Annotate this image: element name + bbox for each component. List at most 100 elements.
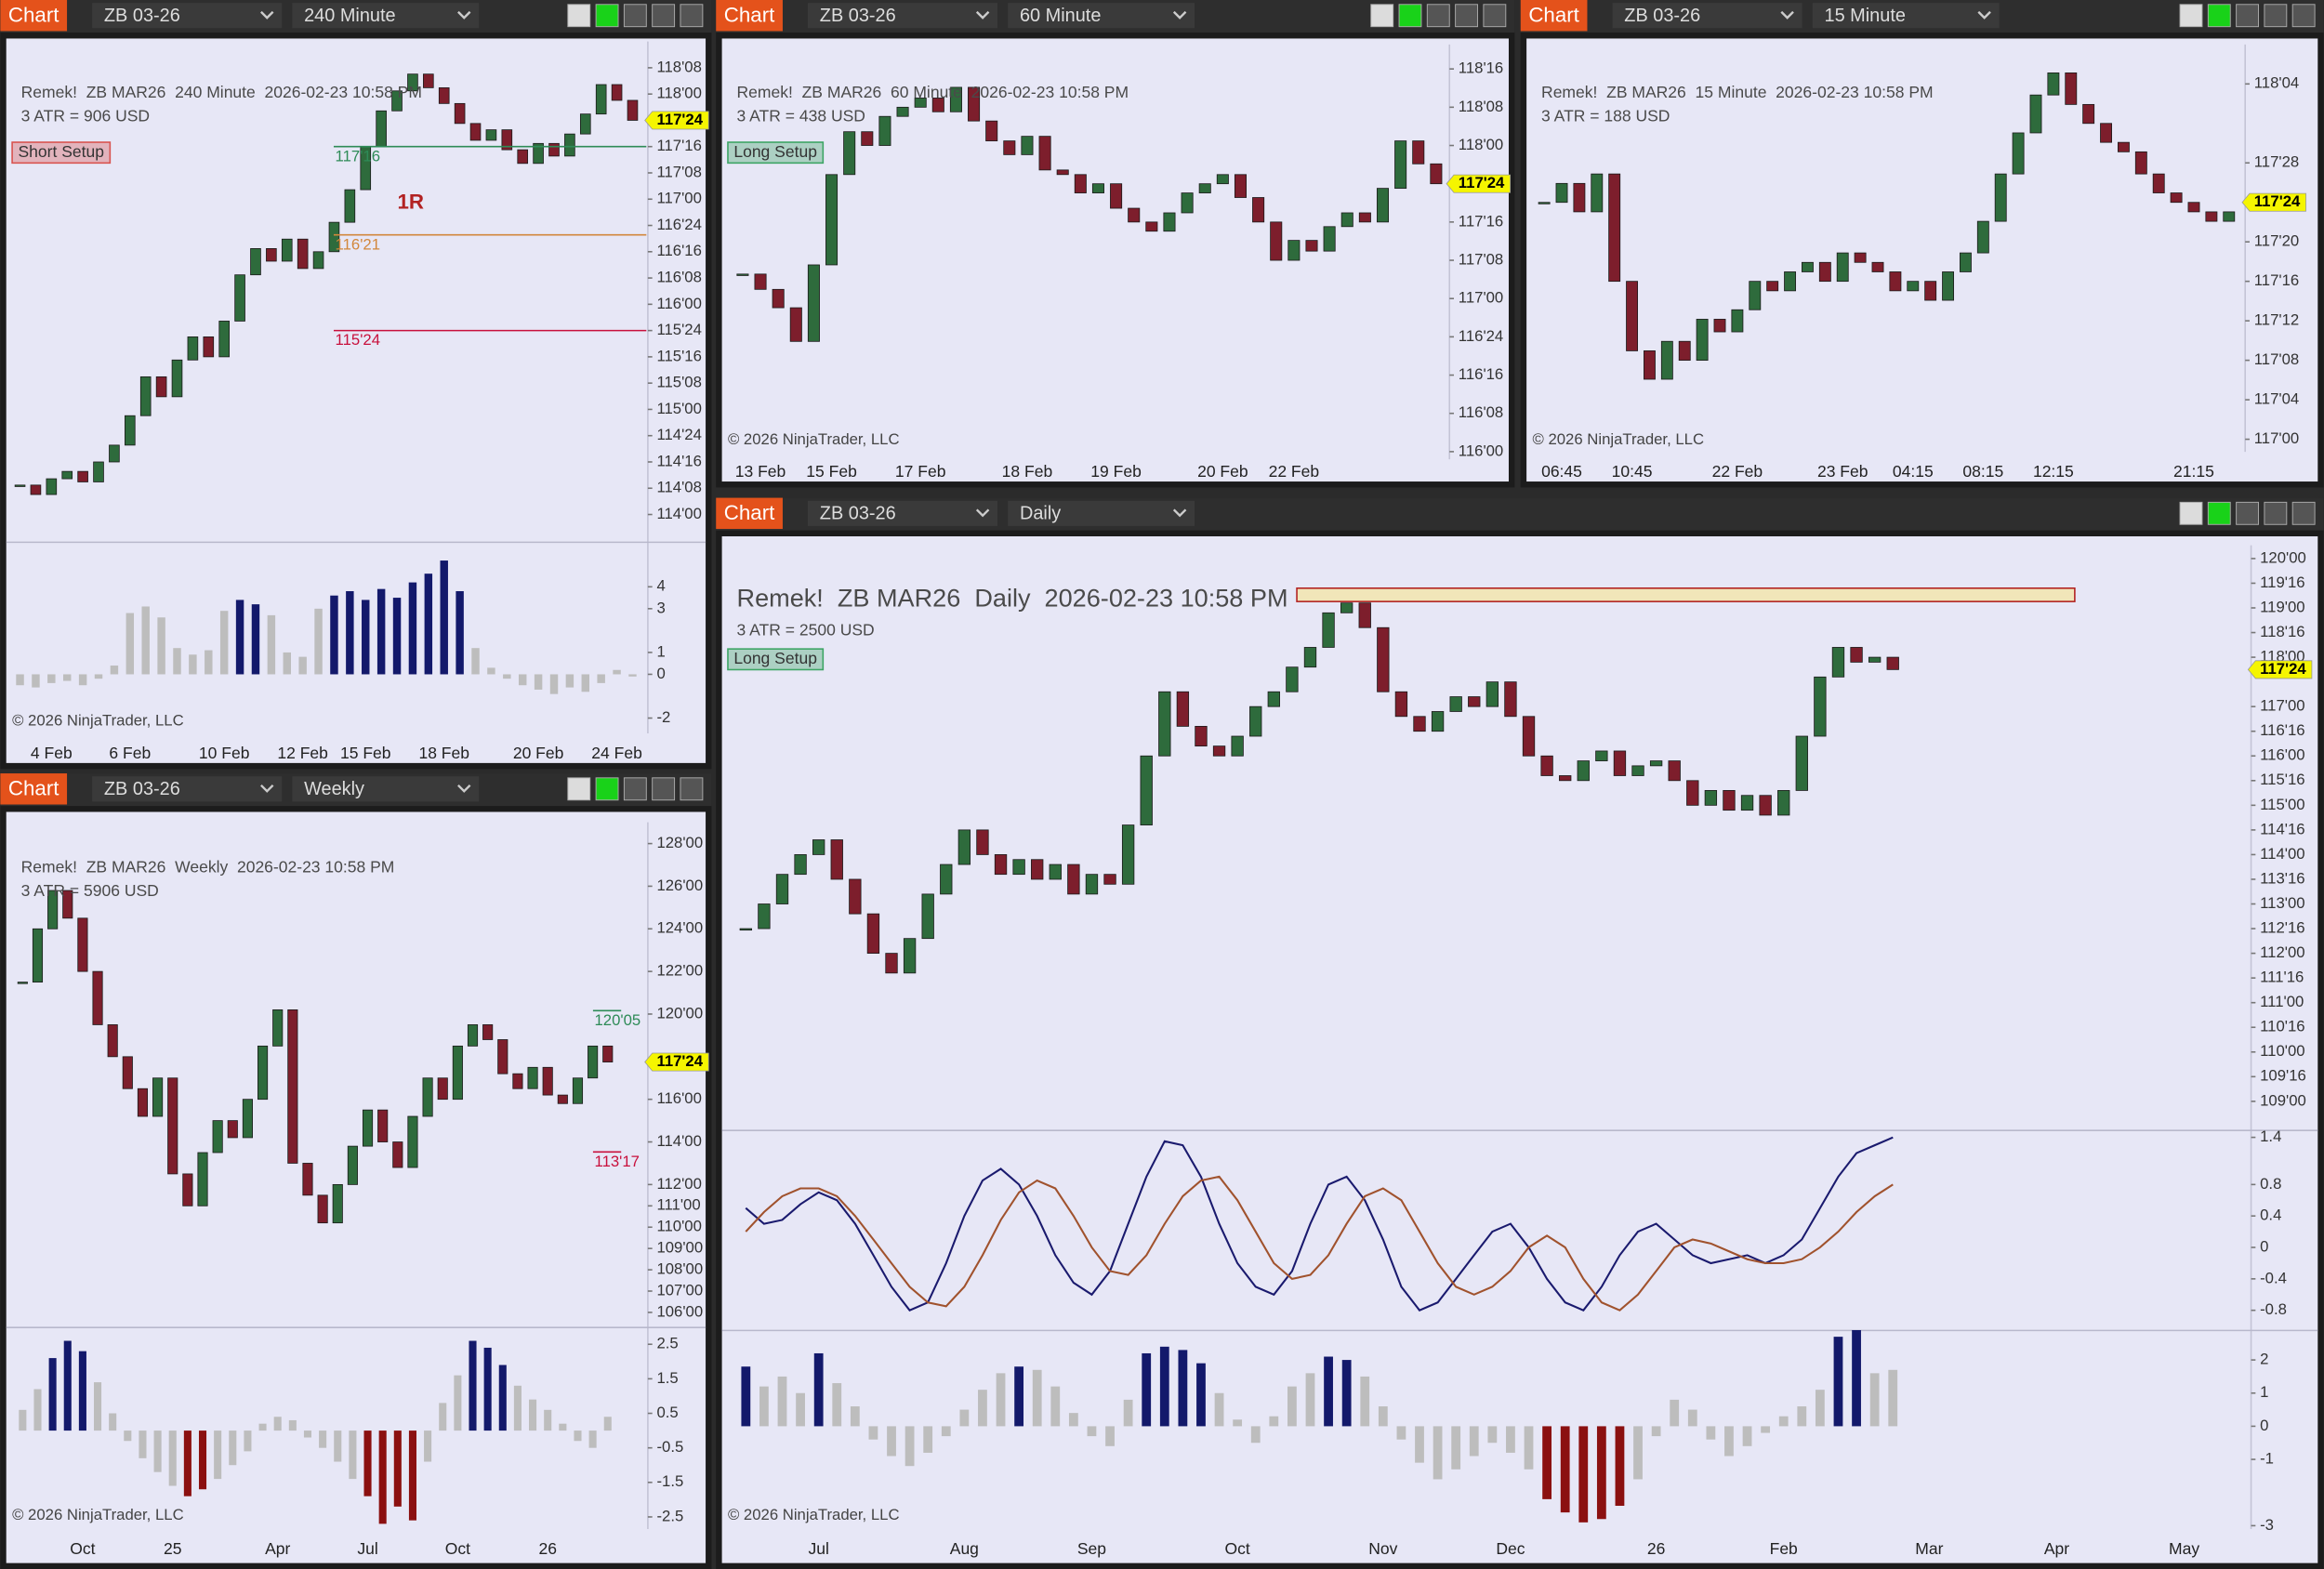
histogram-bar — [1578, 1426, 1589, 1523]
window-control[interactable] — [2291, 501, 2316, 525]
window-control[interactable] — [623, 4, 647, 28]
dropdown[interactable] — [1812, 3, 2000, 29]
chart-button-label[interactable]: Chart — [8, 776, 59, 799]
histogram-bar — [408, 582, 417, 675]
y-tick-label: 117'08 — [1459, 250, 1503, 268]
histogram-bar — [319, 1431, 327, 1448]
histogram-bar — [796, 1392, 805, 1427]
dropdown-chevron — [1977, 10, 1991, 20]
window-control[interactable] — [567, 777, 591, 801]
y-tick-label: 116'08 — [656, 268, 701, 285]
dropdown[interactable] — [808, 500, 998, 526]
x-tick-label: Apr — [265, 1539, 290, 1558]
x-tick-label: 24 Feb — [591, 744, 642, 762]
candle — [1994, 173, 2007, 222]
window-control[interactable] — [2207, 501, 2231, 525]
x-tick-label: 25 — [164, 1539, 181, 1558]
x-tick-label: Oct — [445, 1539, 470, 1558]
dropdown-value[interactable]: ZB 03-26 — [104, 6, 180, 26]
window-control[interactable] — [1455, 4, 1478, 28]
y-tick-label: 0 — [656, 665, 665, 682]
candle — [1889, 271, 1902, 292]
dropdown[interactable] — [92, 776, 283, 802]
window-control[interactable] — [652, 4, 676, 28]
chart-button-label[interactable]: Chart — [724, 501, 775, 524]
window-control[interactable] — [2264, 501, 2288, 525]
candle — [1176, 691, 1190, 727]
window-control[interactable] — [680, 4, 704, 28]
candle — [1522, 716, 1536, 757]
window-control[interactable] — [2179, 4, 2203, 28]
window-control[interactable] — [567, 4, 591, 28]
dropdown-value[interactable]: ZB 03-26 — [104, 779, 180, 799]
window-control[interactable] — [623, 777, 647, 801]
dropdown-value[interactable]: Weekly — [304, 779, 364, 799]
candle — [1110, 183, 1123, 209]
window-control[interactable] — [680, 777, 704, 801]
histogram-bar — [1178, 1350, 1188, 1427]
chart-subtitle: 3 ATR = 2500 USD — [737, 621, 875, 639]
dropdown[interactable] — [808, 3, 998, 29]
chart-button[interactable] — [1520, 0, 1588, 32]
dropdown[interactable] — [1612, 3, 1802, 29]
dropdown-value[interactable]: 15 Minute — [1824, 6, 1905, 26]
dropdown[interactable] — [92, 3, 283, 29]
window-control[interactable] — [595, 777, 619, 801]
y-tick-label: 0.8 — [2260, 1175, 2281, 1193]
window-control[interactable] — [1370, 4, 1394, 28]
window-control[interactable] — [2236, 501, 2260, 525]
candle — [1449, 696, 1462, 712]
window-control[interactable] — [2179, 501, 2203, 525]
copyright: © 2026 NinjaTrader, LLC — [12, 1506, 184, 1523]
window-control[interactable] — [2264, 4, 2288, 28]
dropdown-value[interactable]: 60 Minute — [1020, 6, 1101, 26]
histogram-bar — [1742, 1426, 1752, 1446]
chart-button-label[interactable]: Chart — [1528, 3, 1579, 26]
window-control[interactable] — [2291, 4, 2316, 28]
window-control[interactable] — [1426, 4, 1450, 28]
chart-area — [6, 38, 706, 763]
y-tick-label: 108'00 — [656, 1260, 703, 1278]
candle — [542, 1066, 553, 1096]
chart-button-label[interactable]: Chart — [724, 3, 775, 26]
window-control[interactable] — [1398, 4, 1422, 28]
x-tick-label: Nov — [1368, 1539, 1397, 1558]
window-control[interactable] — [595, 4, 619, 28]
chart-button[interactable] — [0, 0, 68, 32]
chart-button[interactable] — [0, 773, 68, 805]
histogram-bar — [214, 1431, 222, 1480]
window-control[interactable] — [2207, 4, 2231, 28]
histogram-bar — [1360, 1376, 1370, 1427]
dropdown[interactable] — [1008, 500, 1195, 526]
candle — [2223, 211, 2236, 222]
candle — [250, 248, 261, 276]
dropdown[interactable] — [292, 3, 480, 29]
candle — [1577, 760, 1590, 782]
dropdown[interactable] — [1008, 3, 1195, 29]
histogram-bar — [349, 1431, 357, 1480]
dropdown-value[interactable]: ZB 03-26 — [820, 6, 896, 26]
candle — [885, 953, 898, 974]
window-control[interactable] — [1483, 4, 1507, 28]
chart-button-label[interactable]: Chart — [8, 3, 59, 26]
candle — [976, 829, 989, 855]
dropdown-value[interactable]: ZB 03-26 — [820, 503, 896, 523]
x-tick-label: May — [2169, 1539, 2199, 1558]
candle — [1573, 182, 1586, 213]
y-tick-label: 117'28 — [2254, 153, 2299, 171]
chart-button[interactable] — [716, 497, 783, 530]
candle — [1766, 281, 1779, 292]
window-control[interactable] — [2236, 4, 2260, 28]
dropdown-value[interactable]: 240 Minute — [304, 6, 395, 26]
dropdown-value[interactable]: ZB 03-26 — [1624, 6, 1700, 26]
y-tick-label: -2.5 — [656, 1507, 683, 1524]
chart-button[interactable] — [716, 0, 783, 32]
candle — [903, 938, 917, 974]
y-tick-label: 2 — [2260, 1351, 2268, 1368]
window-control[interactable] — [652, 777, 676, 801]
dropdown-value[interactable]: Daily — [1020, 503, 1061, 523]
candle — [2082, 103, 2095, 125]
dropdown-chevron — [975, 508, 990, 518]
dropdown[interactable] — [292, 776, 480, 802]
candle — [1608, 173, 1621, 283]
